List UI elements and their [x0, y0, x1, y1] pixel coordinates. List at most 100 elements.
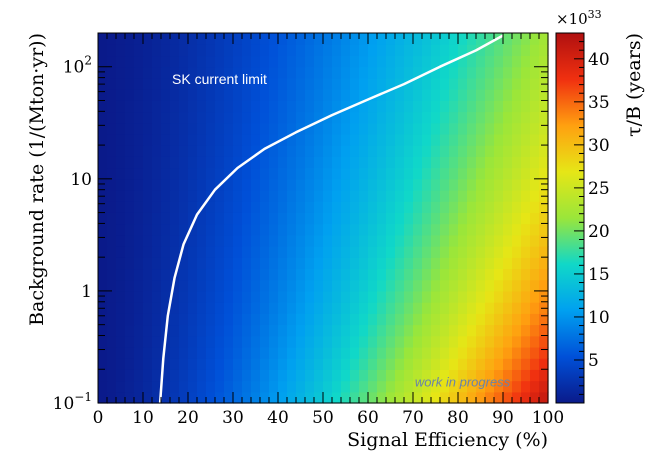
heatmap-cell	[350, 167, 360, 180]
heatmap-cell	[296, 358, 306, 370]
heatmap-cell	[503, 212, 513, 225]
heatmap-cell	[512, 133, 522, 146]
x-tick-label: 20	[177, 408, 199, 428]
heatmap-cell	[494, 100, 504, 113]
heatmap-cell	[386, 335, 396, 348]
heatmap-cell	[431, 66, 441, 79]
heatmap-cell	[107, 391, 117, 404]
heatmap-cell	[368, 189, 378, 202]
heatmap-cell	[197, 369, 207, 382]
colorbar-tick-label: 30	[588, 136, 610, 156]
heatmap-cell	[296, 145, 306, 157]
heatmap-cell	[485, 369, 495, 382]
heatmap-cell	[278, 380, 288, 393]
heatmap-cell	[431, 380, 441, 393]
heatmap-cell	[494, 380, 504, 393]
heatmap-cell	[260, 335, 270, 348]
heatmap-cell	[197, 257, 207, 270]
heatmap-cell	[413, 122, 423, 135]
heatmap-cell	[233, 100, 243, 113]
heatmap-cell	[233, 290, 243, 303]
heatmap-cell	[539, 201, 549, 213]
heatmap-cell	[440, 133, 450, 146]
heatmap-cell	[242, 223, 252, 236]
heatmap-cell	[350, 246, 360, 258]
heatmap-cell	[269, 77, 279, 90]
heatmap-cell	[485, 44, 495, 57]
heatmap-cell	[233, 133, 243, 146]
heatmap-cell	[413, 358, 423, 370]
heatmap-cell	[476, 324, 486, 337]
heatmap-cell	[476, 380, 486, 393]
heatmap-cell	[332, 89, 342, 101]
heatmap-cell	[287, 100, 297, 113]
heatmap-cell	[116, 380, 126, 393]
heatmap-cell	[485, 178, 495, 191]
heatmap-cell	[116, 223, 126, 236]
heatmap-cell	[440, 44, 450, 57]
heatmap-cell	[359, 167, 369, 180]
heatmap-cell	[224, 223, 234, 236]
heatmap-cell	[305, 178, 315, 191]
heatmap-cell	[143, 369, 153, 382]
heatmap-cell	[530, 212, 540, 225]
heatmap-cell	[179, 133, 189, 146]
heatmap-cell	[278, 122, 288, 135]
heatmap-cell	[260, 302, 270, 314]
heatmap-cell	[395, 201, 405, 213]
heatmap-cell	[413, 156, 423, 169]
heatmap-cell	[512, 212, 522, 225]
heatmap-cell	[359, 212, 369, 225]
heatmap-cell	[260, 290, 270, 303]
heatmap-cell	[224, 246, 234, 258]
heatmap-cell	[233, 89, 243, 101]
heatmap-cell	[377, 302, 387, 314]
x-tick-label: 100	[532, 408, 564, 428]
heatmap-cell	[296, 212, 306, 225]
x-tick-label: 90	[492, 408, 514, 428]
heatmap-cell	[449, 122, 459, 135]
heatmap-cell	[305, 279, 315, 292]
heatmap-cell	[188, 55, 198, 68]
heatmap-cell	[368, 234, 378, 247]
heatmap-cell	[179, 223, 189, 236]
heatmap-cell	[269, 178, 279, 191]
heatmap-cell	[467, 133, 477, 146]
heatmap-cell	[503, 133, 513, 146]
heatmap-cell	[206, 369, 216, 382]
heatmap-cell	[521, 324, 531, 337]
heatmap-cell	[269, 100, 279, 113]
heatmap-cell	[440, 290, 450, 303]
heatmap-cell	[341, 358, 351, 370]
heatmap-cell	[143, 156, 153, 169]
heatmap-cell	[251, 257, 261, 270]
heatmap-cell	[341, 324, 351, 337]
heatmap-cell	[413, 380, 423, 393]
heatmap-cell	[269, 257, 279, 270]
heatmap-cell	[503, 55, 513, 68]
heatmap-cell	[152, 279, 162, 292]
heatmap-cell	[539, 324, 549, 337]
heatmap-cell	[422, 369, 432, 382]
heatmap-cell	[359, 268, 369, 281]
heatmap-cell	[530, 246, 540, 258]
heatmap-cell	[215, 66, 225, 79]
heatmap-cell	[350, 133, 360, 146]
heatmap-cell	[431, 189, 441, 202]
heatmap-cell	[332, 335, 342, 348]
heatmap-cell	[314, 246, 324, 258]
heatmap-cell	[143, 335, 153, 348]
heatmap-cell	[476, 66, 486, 79]
heatmap-cell	[494, 290, 504, 303]
heatmap-cell	[494, 167, 504, 180]
heatmap-cell	[161, 55, 171, 68]
heatmap-cell	[314, 167, 324, 180]
heatmap-cell	[512, 369, 522, 382]
heatmap-cell	[395, 89, 405, 101]
heatmap-cell	[494, 189, 504, 202]
heatmap-cell	[458, 302, 468, 314]
heatmap-cell	[116, 44, 126, 57]
heatmap-cell	[269, 201, 279, 213]
heatmap-cell	[296, 268, 306, 281]
